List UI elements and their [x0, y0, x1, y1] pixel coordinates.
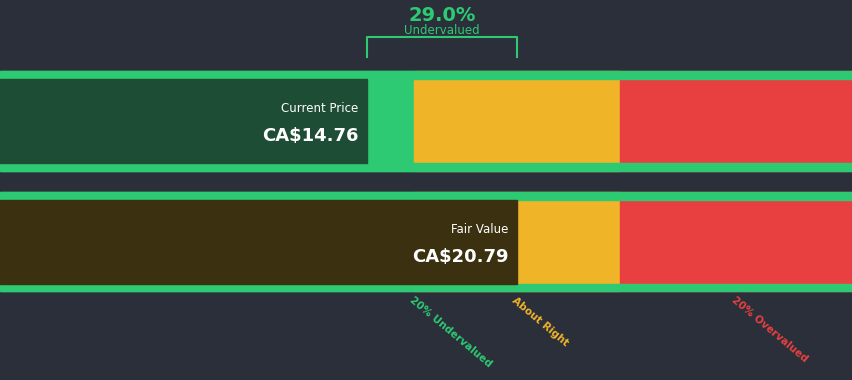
Text: 20% Undervalued: 20% Undervalued [406, 295, 492, 369]
Text: Fair Value: Fair Value [451, 223, 508, 236]
Bar [413, 192, 619, 291]
Text: 29.0%: 29.0% [408, 6, 475, 25]
Bar [0, 200, 516, 283]
Bar [0, 192, 413, 291]
Bar [0, 71, 413, 171]
Text: About Right: About Right [509, 295, 570, 348]
Bar [0, 283, 852, 291]
Text: 20% Overvalued: 20% Overvalued [729, 295, 809, 364]
Bar [619, 192, 852, 291]
Bar [619, 71, 852, 171]
Bar [413, 71, 619, 171]
Bar [0, 192, 852, 200]
Text: CA$14.76: CA$14.76 [262, 127, 358, 145]
Bar [0, 163, 852, 171]
Bar [0, 79, 366, 163]
Text: Undervalued: Undervalued [404, 24, 479, 37]
Text: Current Price: Current Price [280, 102, 358, 116]
Bar [0, 71, 852, 79]
Text: CA$20.79: CA$20.79 [412, 248, 508, 266]
